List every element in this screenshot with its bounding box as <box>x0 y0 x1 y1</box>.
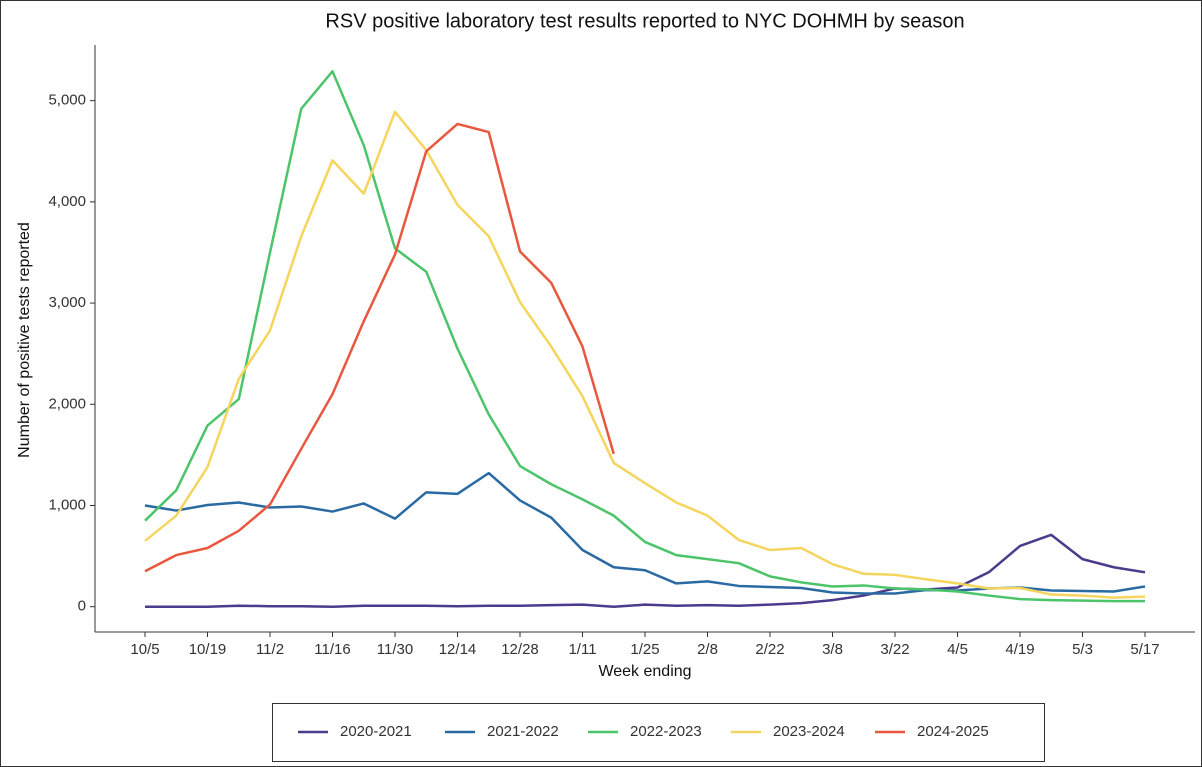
chart-title: RSV positive laboratory test results rep… <box>325 10 964 32</box>
series-line <box>144 70 1145 603</box>
series-line <box>145 533 1146 608</box>
x-tick-label: 10/19 <box>189 641 227 658</box>
legend-label: 2021-2022 <box>487 723 559 740</box>
x-axis-title: Week ending <box>598 663 691 680</box>
x-tick-label: 11/16 <box>314 641 350 658</box>
x-tick-label: 5/3 <box>1072 641 1093 658</box>
x-tick-label: 1/11 <box>568 641 596 658</box>
legend-box <box>272 703 1045 762</box>
legend-label: 2020-2021 <box>340 723 412 740</box>
x-tick-label: 12/28 <box>501 641 539 658</box>
x-tick-label: 3/8 <box>822 641 843 658</box>
x-tick-label: 4/5 <box>947 641 968 658</box>
y-tick-label: 2,000 <box>48 395 86 412</box>
legend-label: 2022-2023 <box>630 723 702 740</box>
y-tick-label: 3,000 <box>48 294 86 311</box>
x-tick-label: 3/22 <box>880 641 909 658</box>
x-tick-label: 2/8 <box>697 641 718 658</box>
x-tick-label: 5/17 <box>1130 641 1159 658</box>
series-line <box>144 122 615 573</box>
y-tick-label: 4,000 <box>48 193 86 210</box>
x-tick-label: 10/5 <box>130 641 159 658</box>
x-tick-label: 11/2 <box>256 641 284 658</box>
legend-label: 2023-2024 <box>773 723 845 740</box>
x-tick-label: 11/30 <box>377 641 413 658</box>
y-tick-label: 0 <box>78 598 86 615</box>
series-line <box>144 471 1146 595</box>
x-tick-label: 1/25 <box>630 641 659 658</box>
y-axis-title: Number of positive tests reported <box>16 222 33 458</box>
series-line <box>144 110 1146 599</box>
y-tick-label: 1,000 <box>48 496 86 513</box>
x-tick-label: 2/22 <box>755 641 784 658</box>
x-tick-label: 4/19 <box>1005 641 1034 658</box>
y-tick-label: 5,000 <box>48 92 86 109</box>
legend-label: 2024-2025 <box>917 723 989 740</box>
x-tick-label: 12/14 <box>439 641 477 658</box>
